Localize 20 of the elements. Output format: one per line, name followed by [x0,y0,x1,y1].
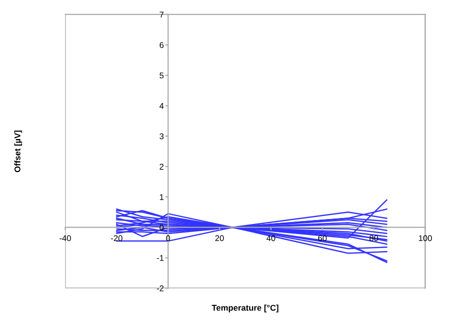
x-tick-label: 20 [215,235,224,242]
x-tick-label: 60 [318,235,327,242]
y-tick-label: 3 [160,133,164,140]
x-tick-label: 0 [166,235,170,242]
y-tick-label: 7 [160,12,164,18]
y-tick-label: 1 [160,194,164,200]
y-tick-label: 4 [160,103,164,109]
y-tick-label: 0 [160,224,164,230]
y-tick-label: 6 [160,42,164,48]
x-tick-label: 40 [266,235,276,242]
y-tick-label: 5 [160,72,164,78]
y-tick-label: -2 [156,285,164,292]
x-tick-label: -20 [111,235,122,242]
y-tick-label: -1 [156,255,164,261]
x-axis-title: Temperature [°C] [212,304,278,312]
y-tick-label: 2 [160,164,164,170]
x-tick-label: 80 [370,235,378,242]
y-axis-title: Offset [µV] [14,130,22,172]
x-tick-label: -40 [60,235,71,242]
x-tick-label: 100 [418,235,432,242]
